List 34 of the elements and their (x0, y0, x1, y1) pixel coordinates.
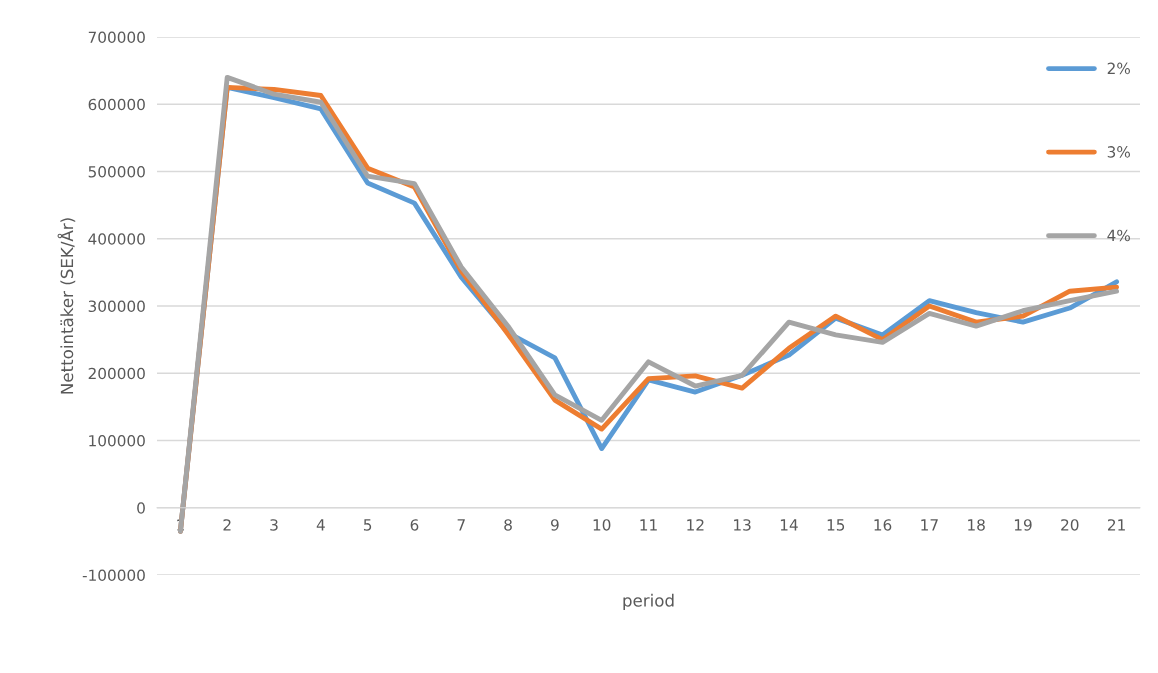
x-tick-label: 7 (457, 519, 465, 531)
x-axis-title: period (623, 593, 674, 610)
x-tick-label: 20 (1061, 519, 1079, 531)
x-tick-label: 4 (316, 519, 325, 531)
y-tick-label: -100000 (82, 569, 145, 582)
y-tick-label: 400000 (88, 233, 145, 245)
x-tick-label: 6 (410, 519, 419, 531)
y-tick-label: 600000 (88, 98, 145, 111)
y-tick-label: 200000 (88, 367, 145, 380)
y-tick-label: 500000 (88, 165, 145, 178)
y-axis-title: Nettointäker (SEK/År) (57, 218, 76, 394)
x-tick-label: 9 (550, 519, 559, 531)
y-tick-label: 0 (137, 502, 145, 514)
y-tick-label: 700000 (88, 31, 145, 44)
x-tick-label: 10 (593, 519, 611, 531)
x-tick-label: 12 (687, 519, 704, 531)
legend-label: 3% (1107, 146, 1130, 158)
x-tick-label: 8 (504, 519, 512, 531)
y-tick-label: 300000 (88, 300, 145, 313)
x-tick-label: 11 (640, 519, 657, 531)
x-tick-label: 16 (874, 519, 892, 531)
x-tick-label: 17 (921, 519, 938, 531)
x-tick-label: 15 (827, 519, 845, 531)
x-tick-label: 18 (968, 519, 985, 531)
x-tick-label: 14 (780, 519, 798, 531)
x-tick-label: 3 (270, 519, 278, 531)
x-tick-label: 2 (223, 519, 231, 531)
legend-label: 4% (1107, 229, 1130, 242)
legend-label: 2% (1107, 62, 1130, 75)
x-tick-label: 21 (1107, 519, 1125, 531)
x-tick-label: 19 (1014, 519, 1032, 531)
x-tick-label: 13 (734, 519, 751, 531)
y-tick-label: 100000 (89, 434, 145, 447)
x-tick-label: 5 (363, 519, 372, 531)
